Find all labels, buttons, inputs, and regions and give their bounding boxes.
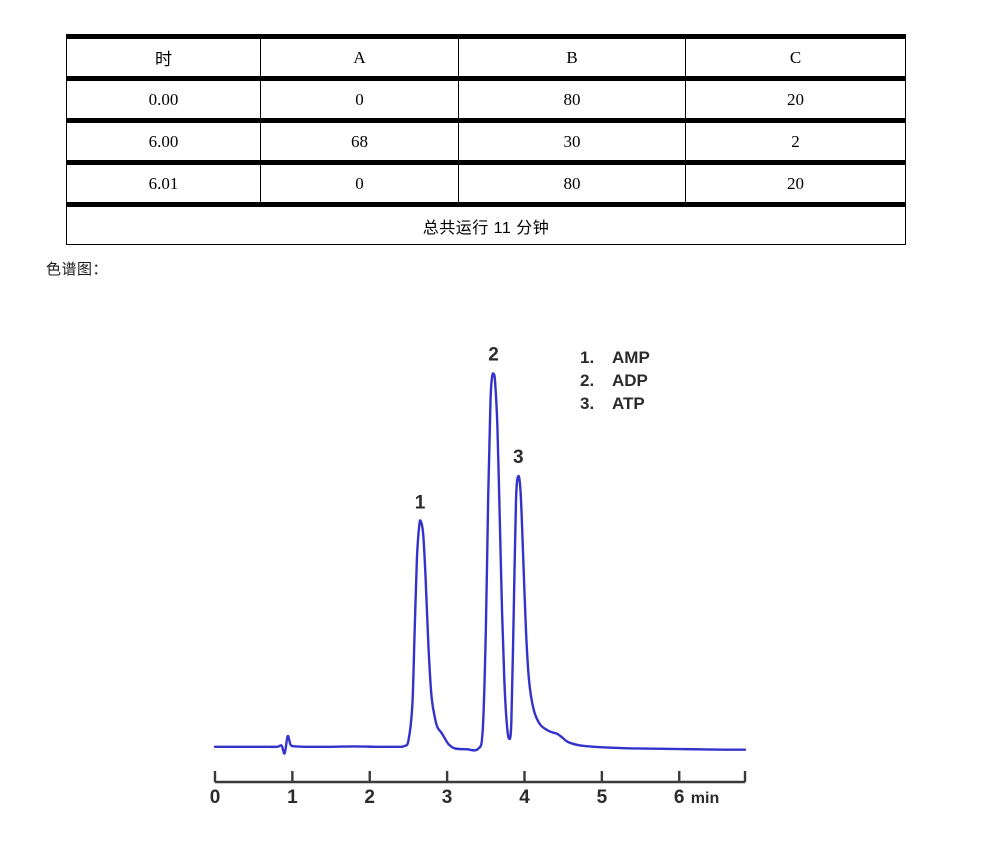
x-axis-tick-label: 5	[597, 787, 608, 808]
table-header-row: 时 A B C	[66, 34, 906, 79]
cell-time: 0.00	[66, 76, 261, 121]
peak-label-1: 1	[415, 492, 426, 513]
x-axis-tick-label: 6	[674, 787, 685, 808]
legend-item-index: 1.	[580, 348, 594, 367]
cell-b: 80	[458, 76, 686, 121]
legend-item-label: AMP	[612, 348, 650, 367]
trace-group	[213, 372, 747, 755]
column-header-time: 时	[66, 34, 261, 79]
chromatogram-figure: 1 2 3 0 1 2 3 4 5 6 min 1. AMP 2. ADP 3. ATP	[180, 300, 780, 820]
column-header-b: B	[458, 34, 686, 79]
gradient-table-container: 时 A B C 0.00 0 80 20 6.00 68 30 2 6.01 0…	[66, 34, 906, 245]
legend-item-index: 3.	[580, 394, 594, 413]
x-axis-tick-label: 2	[364, 787, 375, 808]
peak-label-2: 2	[488, 345, 499, 366]
chromatogram-plot: 1 2 3 0 1 2 3 4 5 6 min 1. AMP 2. ADP 3. ATP	[210, 345, 747, 808]
cell-a: 68	[260, 118, 459, 163]
column-header-c: C	[685, 34, 906, 79]
x-axis-unit-label: min	[691, 790, 719, 807]
cell-c: 20	[685, 76, 906, 121]
peak-label-3: 3	[513, 447, 524, 468]
legend-item-index: 2.	[580, 371, 594, 390]
column-header-a: A	[260, 34, 459, 79]
cell-c: 2	[685, 118, 906, 163]
cell-b: 80	[458, 160, 686, 205]
cell-c: 20	[685, 160, 906, 205]
x-axis-tick-label: 0	[210, 787, 221, 808]
peak-label-group: 1 2 3	[415, 345, 524, 514]
cell-time: 6.00	[66, 118, 261, 163]
cell-time: 6.01	[66, 160, 261, 205]
table-row: 6.01 0 80 20	[66, 160, 906, 205]
chromatogram-legend: 1. AMP 2. ADP 3. ATP	[580, 348, 650, 413]
chromatogram-caption: 色谱图：	[46, 261, 109, 278]
table-row: 0.00 0 80 20	[66, 76, 906, 121]
cell-a: 0	[260, 76, 459, 121]
cell-b: 30	[458, 118, 686, 163]
x-axis-tick-label: 1	[287, 787, 298, 808]
table-footer-row: 总共运行 11 分钟	[66, 202, 906, 245]
legend-item-label: ATP	[612, 394, 645, 413]
legend-item-label: ADP	[612, 371, 648, 390]
gradient-table: 时 A B C 0.00 0 80 20 6.00 68 30 2 6.01 0…	[66, 34, 906, 245]
cell-a: 0	[260, 160, 459, 205]
x-axis-tick-label: 3	[442, 787, 453, 808]
x-axis-tick-label: 4	[519, 787, 530, 808]
x-axis: 0 1 2 3 4 5 6 min	[210, 771, 747, 808]
chromatogram-trace	[213, 372, 747, 755]
total-runtime-text: 总共运行 11 分钟	[66, 202, 906, 245]
table-row: 6.00 68 30 2	[66, 118, 906, 163]
